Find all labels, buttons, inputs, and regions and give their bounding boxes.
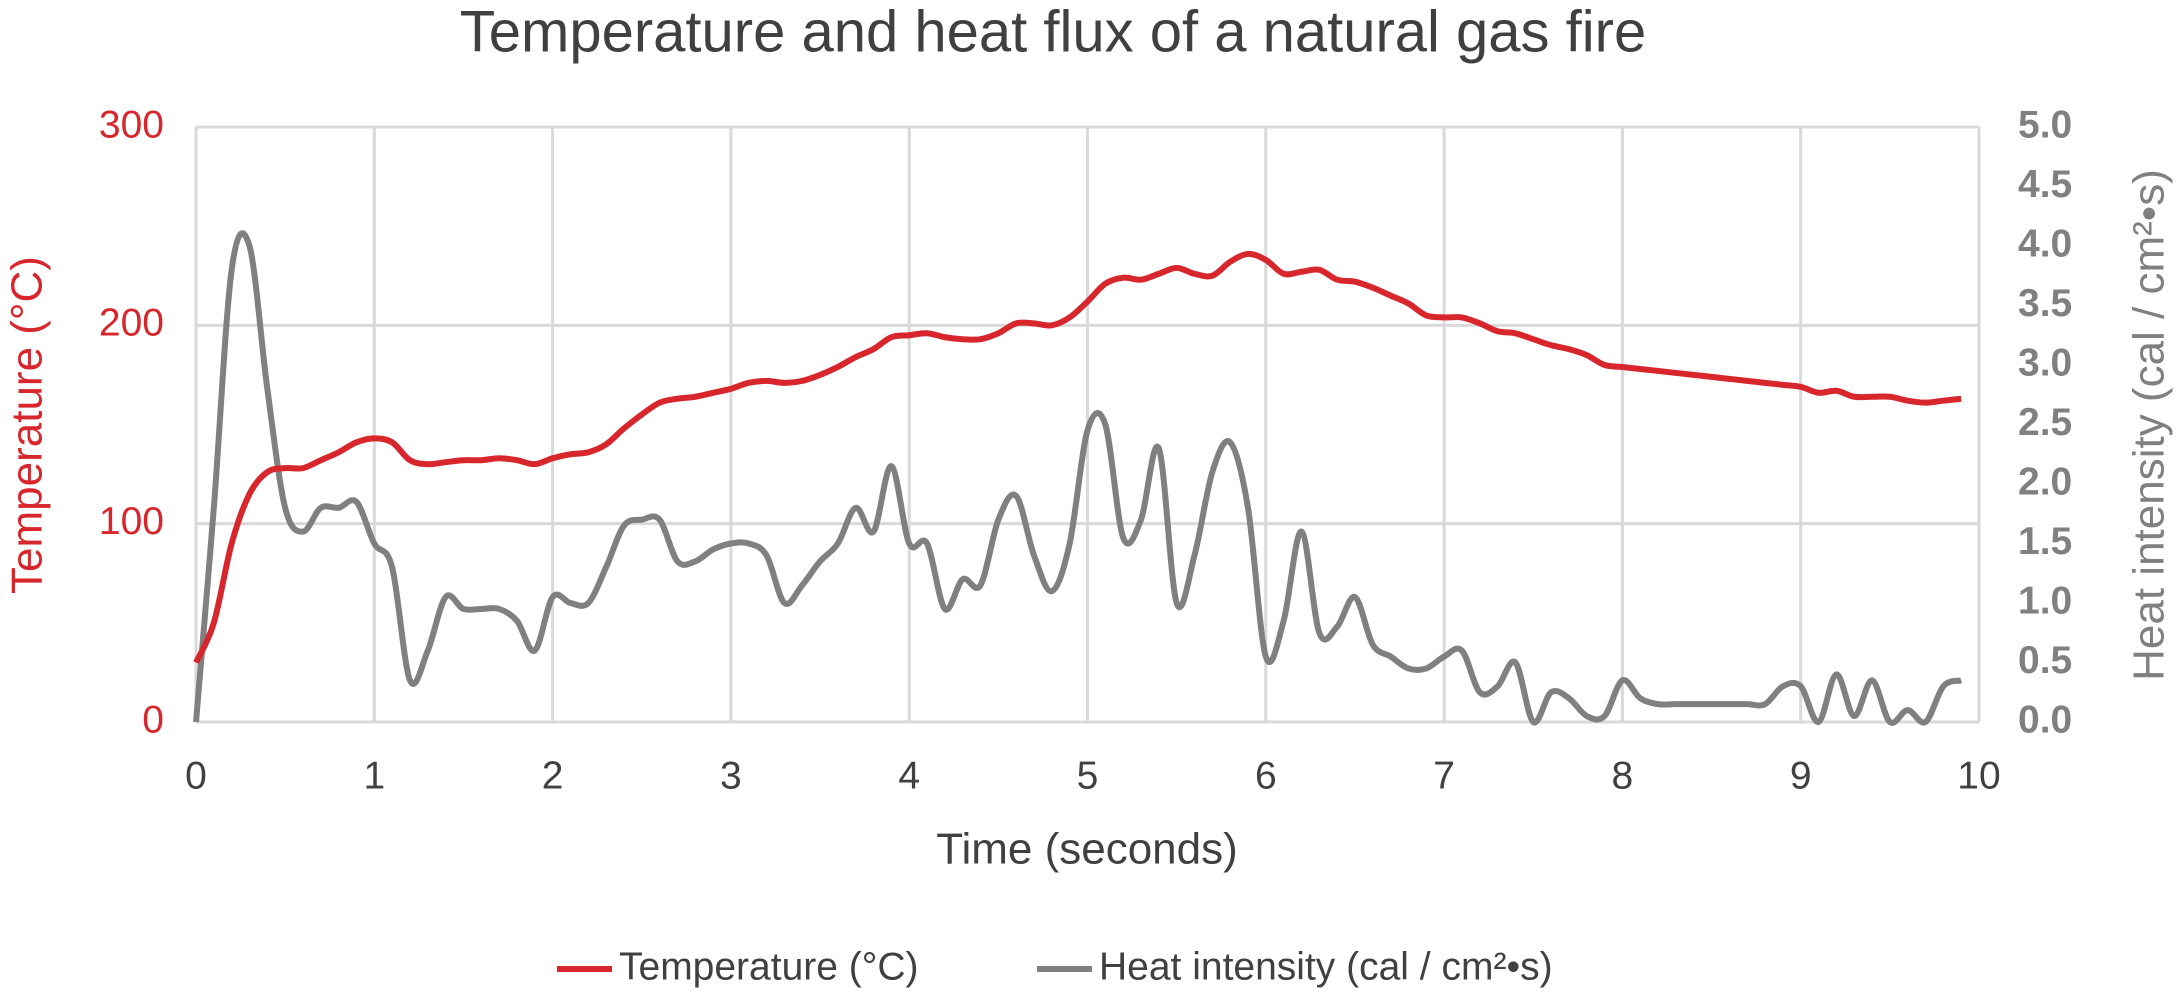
x-tick-label: 9	[1790, 754, 1812, 797]
y2-tick-label: 3.0	[2018, 341, 2072, 384]
x-axis-title: Time (seconds)	[936, 825, 1238, 874]
y2-tick-label: 1.0	[2018, 579, 2072, 622]
series-line	[193, 250, 1962, 664]
x-tick-label: 1	[363, 754, 385, 797]
y2-axis-title: Heat intensity (cal / cm²•s)	[2125, 169, 2174, 681]
y-tick-label: 100	[99, 500, 164, 543]
y-tick-label: 0	[142, 698, 164, 741]
x-tick-label: 3	[720, 754, 742, 797]
y2-tick-label: 2.0	[2018, 460, 2072, 503]
series-line	[193, 230, 1963, 726]
y2-tick-label: 3.5	[2018, 282, 2072, 325]
y2-tick-label: 5.0	[2018, 103, 2072, 146]
x-tick-label: 8	[1612, 754, 1634, 797]
y2-tick-label: 4.0	[2018, 222, 2072, 265]
chart-title: Temperature and heat flux of a natural g…	[460, 0, 1646, 64]
x-tick-label: 2	[542, 754, 564, 797]
y2-tick-label: 0.0	[2018, 698, 2072, 741]
y2-tick-label: 4.5	[2018, 163, 2072, 206]
y-axis-title: Temperature (°C)	[3, 256, 52, 594]
y-tick-label: 300	[99, 103, 164, 146]
legend-label: Temperature (°C)	[619, 945, 919, 988]
x-tick-label: 5	[1077, 754, 1099, 797]
y2-tick-label: 0.5	[2018, 639, 2072, 682]
x-tick-label: 10	[1957, 754, 2000, 797]
x-tick-label: 7	[1433, 754, 1455, 797]
x-tick-label: 4	[898, 754, 920, 797]
legend-label: Heat intensity (cal / cm²•s)	[1099, 945, 1553, 988]
y2-tick-label: 2.5	[2018, 401, 2072, 444]
y-tick-label: 200	[99, 302, 164, 345]
x-tick-label: 6	[1255, 754, 1277, 797]
x-tick-label: 0	[185, 754, 207, 797]
y2-tick-label: 1.5	[2018, 520, 2072, 563]
